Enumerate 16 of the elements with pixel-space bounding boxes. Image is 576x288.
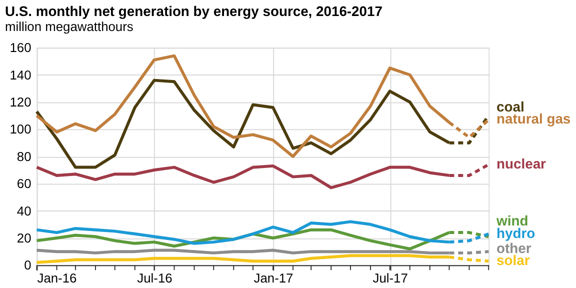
y-tick-label: 80 [16, 148, 32, 164]
x-tick-label: Jan-17 [254, 270, 294, 286]
y-tick-label: 0 [24, 258, 32, 273]
x-tick-label: Jul-16 [137, 270, 172, 286]
text: nuclear [496, 156, 547, 172]
y-tick-label: 120 [10, 94, 32, 110]
chart-subtitle: million megawatthours [4, 18, 134, 34]
y-tick-label: 60 [16, 176, 32, 192]
y-tick-label: 100 [10, 122, 32, 137]
x-tick-label: Jan-16 [37, 270, 77, 286]
y-tick-label: 160 [10, 40, 32, 56]
y-tick-label: 140 [10, 67, 32, 82]
y-tick-label: 40 [16, 203, 32, 218]
y-tick-label: 20 [16, 230, 32, 246]
x-tick-label: Jul-17 [372, 270, 408, 286]
chart-title: U.S. monthly net generation by energy source, 2016-2017 [4, 2, 383, 19]
